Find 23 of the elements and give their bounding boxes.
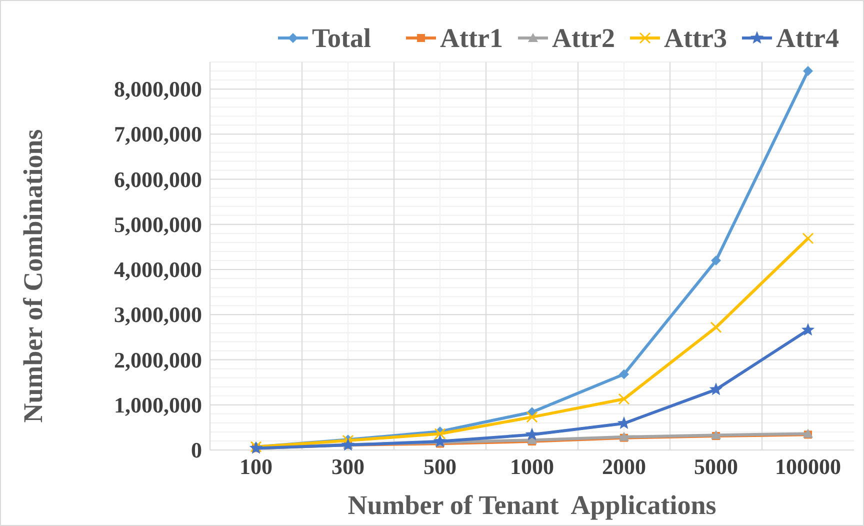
x-axis-title: Number of Tenant Applications <box>348 490 716 520</box>
x-tick-label: 300 <box>332 454 364 479</box>
legend-label: Attr2 <box>552 23 615 53</box>
y-tick-label: 1,000,000 <box>114 392 202 418</box>
x-tick-label: 1000 <box>510 454 554 479</box>
x-tick-label: 100 <box>240 454 272 479</box>
y-tick-label: 6,000,000 <box>114 166 202 192</box>
x-tick-label: 2000 <box>602 454 646 479</box>
y-tick-label: 5,000,000 <box>114 212 202 237</box>
x-tick-label: 100000 <box>775 454 841 479</box>
y-tick-label: 2,000,000 <box>114 347 202 372</box>
y-tick-label: 4,000,000 <box>114 257 202 282</box>
legend-label: Attr4 <box>776 23 839 53</box>
y-tick-label: 3,000,000 <box>114 302 202 328</box>
legend-label: Attr1 <box>440 23 503 53</box>
legend-label: Total <box>312 23 372 53</box>
x-tick-label: 5000 <box>694 454 738 479</box>
y-tick-label: 0 <box>191 438 202 462</box>
y-axis-title: Number of Combinations <box>18 129 48 423</box>
y-tick-label: 8,000,000 <box>114 76 202 102</box>
y-tick-label: 7,000,000 <box>114 122 202 147</box>
legend-label: Attr3 <box>664 23 727 53</box>
x-tick-label: 500 <box>424 454 456 479</box>
